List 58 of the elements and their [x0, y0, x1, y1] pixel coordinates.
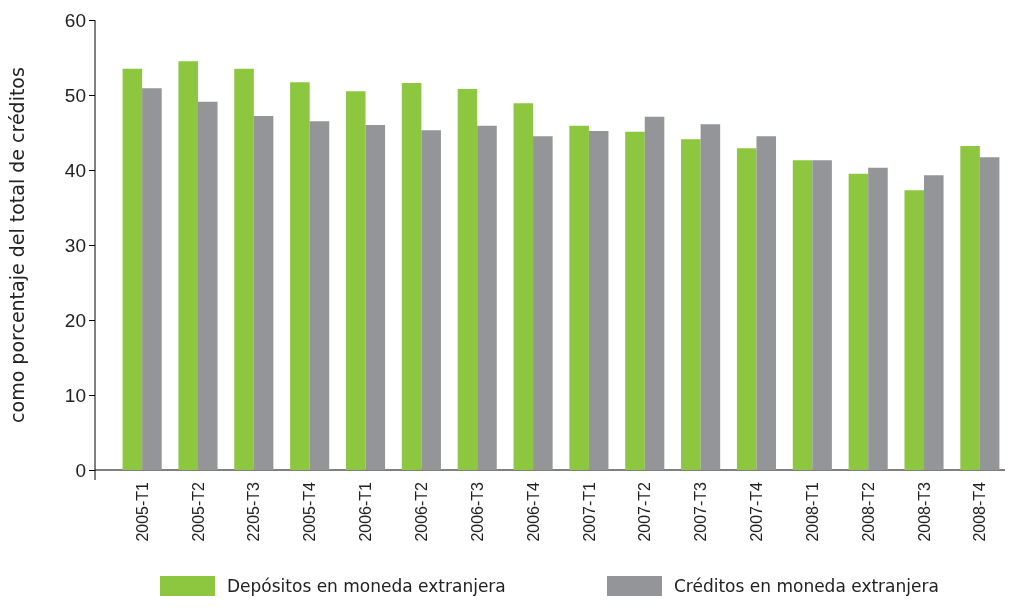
y-tick-label: 30 — [64, 234, 86, 256]
bar — [904, 190, 925, 470]
bar — [960, 146, 980, 470]
bar — [234, 68, 254, 470]
x-tick-label: 2006-T3 — [468, 481, 486, 542]
y-tick-label: 20 — [64, 309, 86, 331]
x-tick-label: 2005-T4 — [301, 481, 319, 542]
bar — [625, 131, 645, 470]
bar — [700, 124, 721, 470]
bar — [197, 101, 218, 470]
legend-label: Depósitos en moneda extranjera — [227, 575, 506, 596]
x-tick-label: 2007-T1 — [580, 481, 598, 542]
bar — [421, 130, 441, 470]
bar — [736, 148, 757, 470]
x-tick-label: 2008-T1 — [803, 481, 821, 542]
x-tick-label: 2006-T2 — [412, 481, 430, 542]
bar — [812, 160, 832, 470]
y-axis-title: como porcentaje del total de créditos — [6, 67, 28, 423]
bar — [979, 157, 1000, 470]
bar — [477, 125, 497, 470]
x-tick-label: 2205-T3 — [245, 481, 263, 542]
bar — [924, 175, 944, 470]
bar — [681, 139, 701, 470]
x-tick-label: 2007-T2 — [636, 481, 654, 542]
bar — [345, 91, 366, 470]
bar — [142, 88, 162, 470]
bar — [644, 116, 665, 470]
x-tick-label: 2005-T2 — [189, 481, 207, 542]
x-tick-label: 2008-T3 — [915, 481, 933, 542]
bar — [756, 136, 777, 470]
bar — [401, 83, 422, 470]
y-tick-label: 50 — [64, 84, 86, 106]
bar — [457, 89, 478, 470]
bar — [533, 136, 553, 470]
x-tick-label: 2008-T4 — [971, 481, 989, 542]
bar — [122, 68, 143, 470]
bar — [868, 167, 888, 470]
y-tick-label: 0 — [75, 459, 86, 481]
bar — [253, 116, 274, 470]
bar — [178, 61, 198, 470]
x-tick-label: 2008-T2 — [859, 481, 877, 542]
y-tick-label: 60 — [64, 9, 86, 31]
bar — [309, 121, 330, 470]
bar — [513, 103, 534, 470]
x-tick-label: 2007-T3 — [692, 481, 710, 542]
bar — [290, 82, 310, 470]
bar — [569, 125, 589, 470]
x-tick-label: 2007-T4 — [748, 481, 766, 542]
y-tick-label: 10 — [64, 384, 86, 406]
y-tick-label: 40 — [64, 159, 86, 181]
x-tick-label: 2005-T1 — [133, 481, 151, 542]
x-tick-label: 2006-T1 — [357, 481, 375, 542]
bar — [848, 173, 869, 470]
x-tick-label: 2006-T4 — [524, 481, 542, 542]
bar — [792, 160, 813, 470]
bar — [588, 131, 609, 470]
bar — [365, 125, 386, 470]
legend-label: Créditos en moneda extranjera — [674, 575, 939, 596]
